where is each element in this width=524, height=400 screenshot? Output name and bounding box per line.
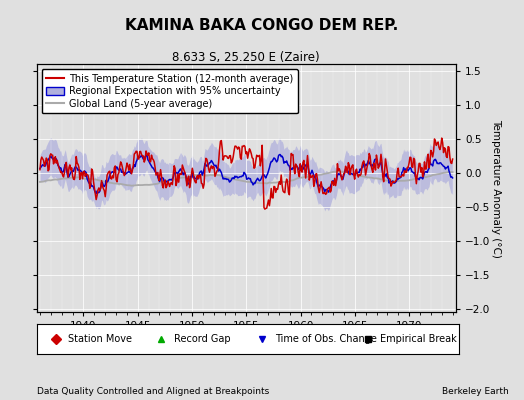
Legend: This Temperature Station (12-month average), Regional Expectation with 95% uncer: This Temperature Station (12-month avera… (41, 69, 298, 114)
Text: Data Quality Controlled and Aligned at Breakpoints: Data Quality Controlled and Aligned at B… (37, 387, 269, 396)
Text: Empirical Break: Empirical Break (380, 334, 457, 344)
Text: Berkeley Earth: Berkeley Earth (442, 387, 508, 396)
Text: Station Move: Station Move (68, 334, 133, 344)
Title: 8.633 S, 25.250 E (Zaire): 8.633 S, 25.250 E (Zaire) (172, 51, 320, 64)
Y-axis label: Temperature Anomaly (°C): Temperature Anomaly (°C) (492, 118, 501, 258)
Text: Record Gap: Record Gap (174, 334, 231, 344)
Text: KAMINA BAKA CONGO DEM REP.: KAMINA BAKA CONGO DEM REP. (125, 18, 399, 33)
Text: Time of Obs. Change: Time of Obs. Change (275, 334, 377, 344)
